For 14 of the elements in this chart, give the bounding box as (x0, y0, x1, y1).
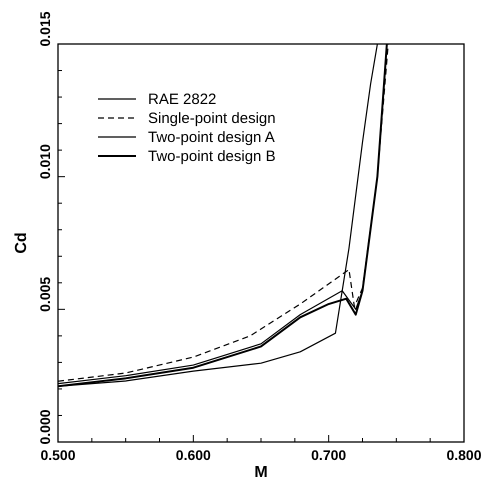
x-tick-label: 0.700 (311, 447, 346, 463)
legend-label: RAE 2822 (148, 91, 216, 108)
x-tick-label: 0.600 (176, 447, 212, 463)
x-tick-label: 0.500 (40, 447, 76, 463)
y-tick-label: 0.010 (37, 144, 53, 180)
y-tick-label: 0.000 (37, 409, 53, 445)
legend-label: Two-point design A (148, 129, 275, 146)
y-axis-title: Cd (13, 232, 30, 254)
legend-label: Single-point design (148, 110, 276, 127)
x-axis-title: M (254, 464, 268, 481)
y-tick-label: 0.015 (37, 11, 53, 47)
y-tick-label: 0.005 (37, 276, 53, 312)
x-tick-label: 0.800 (446, 447, 482, 463)
legend-label: Two-point design B (148, 148, 276, 165)
